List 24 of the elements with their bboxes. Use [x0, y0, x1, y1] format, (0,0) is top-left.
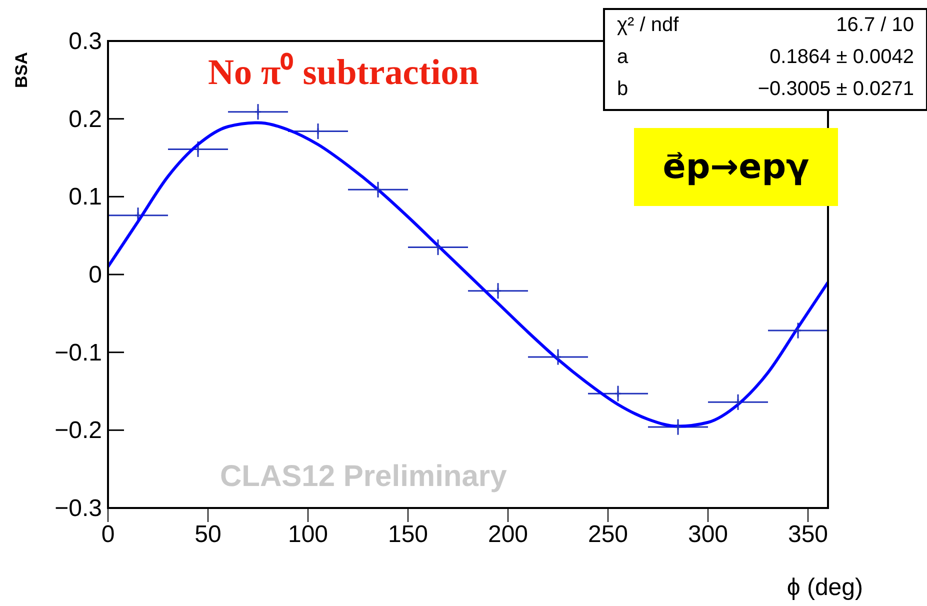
x-tick-label: 150 [388, 521, 428, 548]
x-tick-label: 200 [488, 521, 528, 548]
y-tick-label: 0.2 [68, 106, 102, 133]
y-tick-label: 0.1 [68, 184, 102, 211]
annotation: No π⁰ subtraction [208, 51, 479, 94]
y-tick-label: 0 [88, 262, 102, 288]
y-tick-label: 0.3 [68, 28, 102, 55]
x-tick-label: 350 [788, 521, 828, 548]
y-tick-label: −0.3 [54, 495, 102, 522]
x-axis-title: ϕ (deg) [786, 574, 863, 602]
annotation: 0.1864 ± 0.0042 [770, 46, 914, 70]
text: χ² / ndf [617, 14, 679, 38]
x-tick-label: 100 [288, 521, 328, 548]
x-tick-label: 300 [688, 521, 728, 548]
x-tick-label: 50 [194, 521, 222, 548]
annotation: e⃗p→epγ [634, 128, 838, 206]
y-tick-label: −0.2 [54, 417, 102, 444]
annotation: b [617, 78, 628, 102]
text: 16.7 / 10 [836, 14, 914, 38]
annotation: −0.3005 ± 0.0271 [758, 78, 914, 102]
x-tick-label: 250 [588, 521, 628, 548]
y-tick-label: −0.1 [54, 339, 102, 366]
annotation: a [617, 46, 628, 70]
y-axis-title: BSA [12, 52, 32, 88]
